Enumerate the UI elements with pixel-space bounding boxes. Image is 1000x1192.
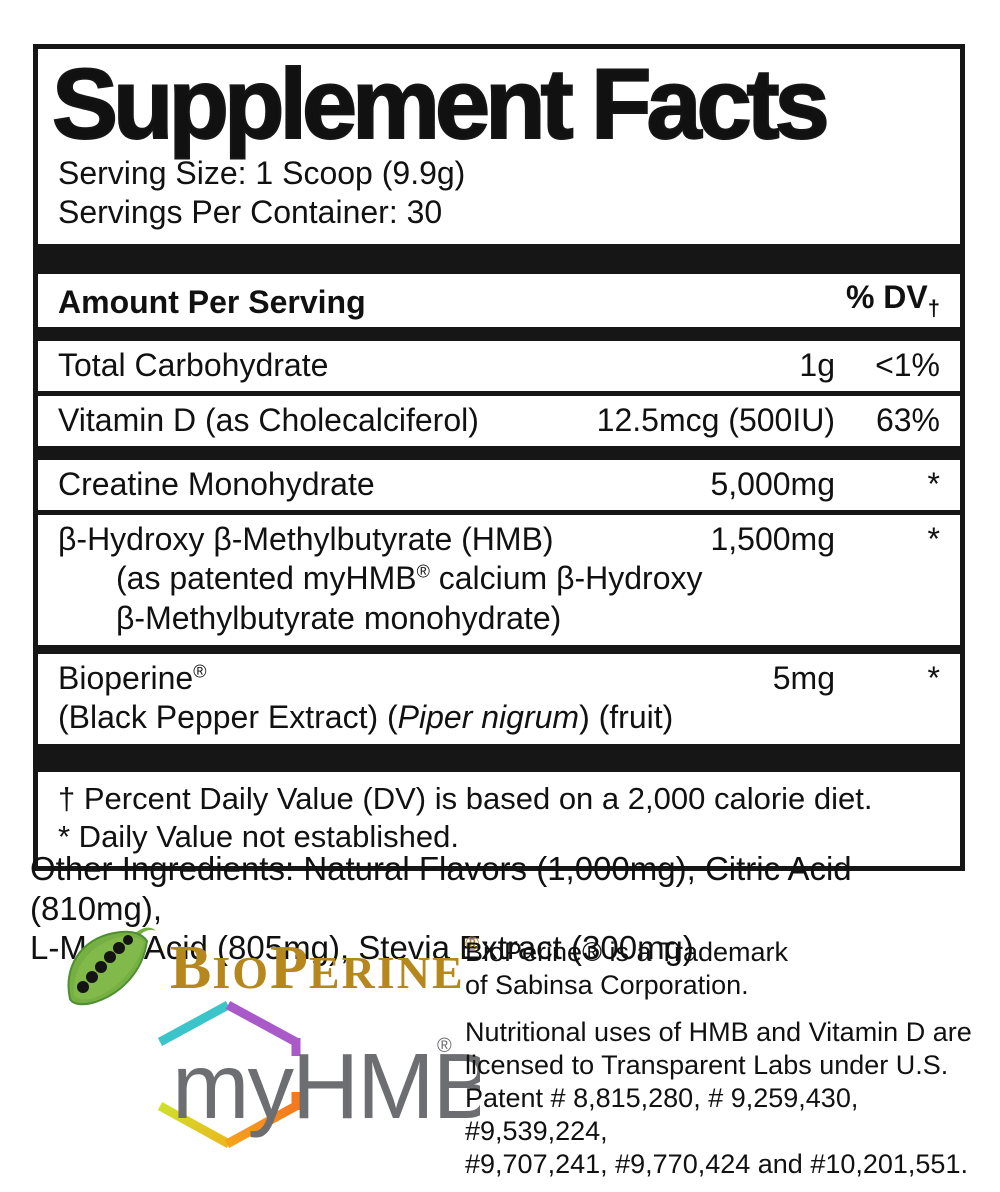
nutrient-amount: 1,500mg [710,521,835,558]
registered-mark: ® [464,933,480,955]
divider-medium [38,446,960,461]
nutrient-dv: * [927,466,940,503]
nutrient-amount: 12.5mcg (500IU) [596,402,835,439]
table-row: Creatine Monohydrate 5,000mg * [38,460,960,510]
table-row: β-Hydroxy β-Methylbutyrate (HMB) 1,500mg… [38,515,960,645]
myhmb-logo: myHMB ® [155,1001,480,1148]
registered-mark: ® [416,561,430,582]
hexagon-outline [155,1001,301,1148]
footnotes: † Percent Daily Value (DV) is based on a… [38,772,960,866]
bioperine-logo: BIOPERINE® [62,925,480,1014]
divider-thick [38,744,960,773]
registered-mark: ® [193,661,207,682]
footnote-asterisk: * Daily Value not established. [58,819,459,855]
servings-per-container: Servings Per Container: 30 [58,194,443,231]
table-row: Bioperine® 5mg * (Black Pepper Extract) … [38,654,960,744]
nutrient-amount: 1g [799,347,835,384]
nutrient-name: β-Hydroxy β-Methylbutyrate (HMB) [58,521,554,558]
nutrient-dv: * [927,521,940,558]
nutrient-name: Bioperine® [58,660,207,697]
amount-per-serving-header: Amount Per Serving [58,284,366,321]
divider-medium [38,645,960,655]
divider-thin [38,510,960,516]
registered-mark: ® [437,1035,452,1057]
panel-title: Supplement Facts [51,48,831,159]
bioperine-wordmark: BIOPERINE® [170,933,480,1002]
dv-header: % DV† [845,279,940,321]
pepper-pod-icon [67,927,156,1006]
nutrient-subtext: β-Methylbutyrate monohydrate) [116,600,562,637]
nutrient-dv: 63% [875,402,940,439]
divider-medium [38,327,960,342]
latin-name: Piper nigrum [397,699,580,736]
divider-thick [38,244,960,275]
nutrient-amount: 5mg [772,660,835,697]
nutrient-name: Creatine Monohydrate [58,466,375,503]
patent-note: Nutritional uses of HMB and Vitamin D ar… [465,1017,972,1179]
myhmb-wordmark: myHMB [172,1034,480,1138]
nutrient-amount: 5,000mg [710,466,835,503]
nutrient-subtext: (Black Pepper Extract) (Piper nigrum) (f… [58,699,674,736]
table-row: Total Carbohydrate 1g <1% [38,341,960,391]
nutrient-name: Total Carbohydrate [58,347,329,384]
dv-dagger: † [927,295,940,321]
table-header-row: Amount Per Serving % DV† [38,274,960,327]
divider-thin [38,391,960,397]
nutrient-name: Vitamin D (as Cholecalciferol) [58,402,479,439]
bioperine-trademark-note: BioPerine® is a Trademark of Sabinsa Cor… [465,937,789,1000]
nutrient-subtext: (as patented myHMB® calcium β-Hydroxy [116,560,703,597]
serving-size: Serving Size: 1 Scoop (9.9g) [58,155,466,192]
nutrient-dv: <1% [875,347,940,384]
table-row: Vitamin D (as Cholecalciferol) 12.5mcg (… [38,396,960,446]
footnote-dv: † Percent Daily Value (DV) is based on a… [58,781,873,817]
nutrient-dv: * [927,660,940,697]
supplement-facts-panel: Supplement Facts Serving Size: 1 Scoop (… [33,44,965,872]
